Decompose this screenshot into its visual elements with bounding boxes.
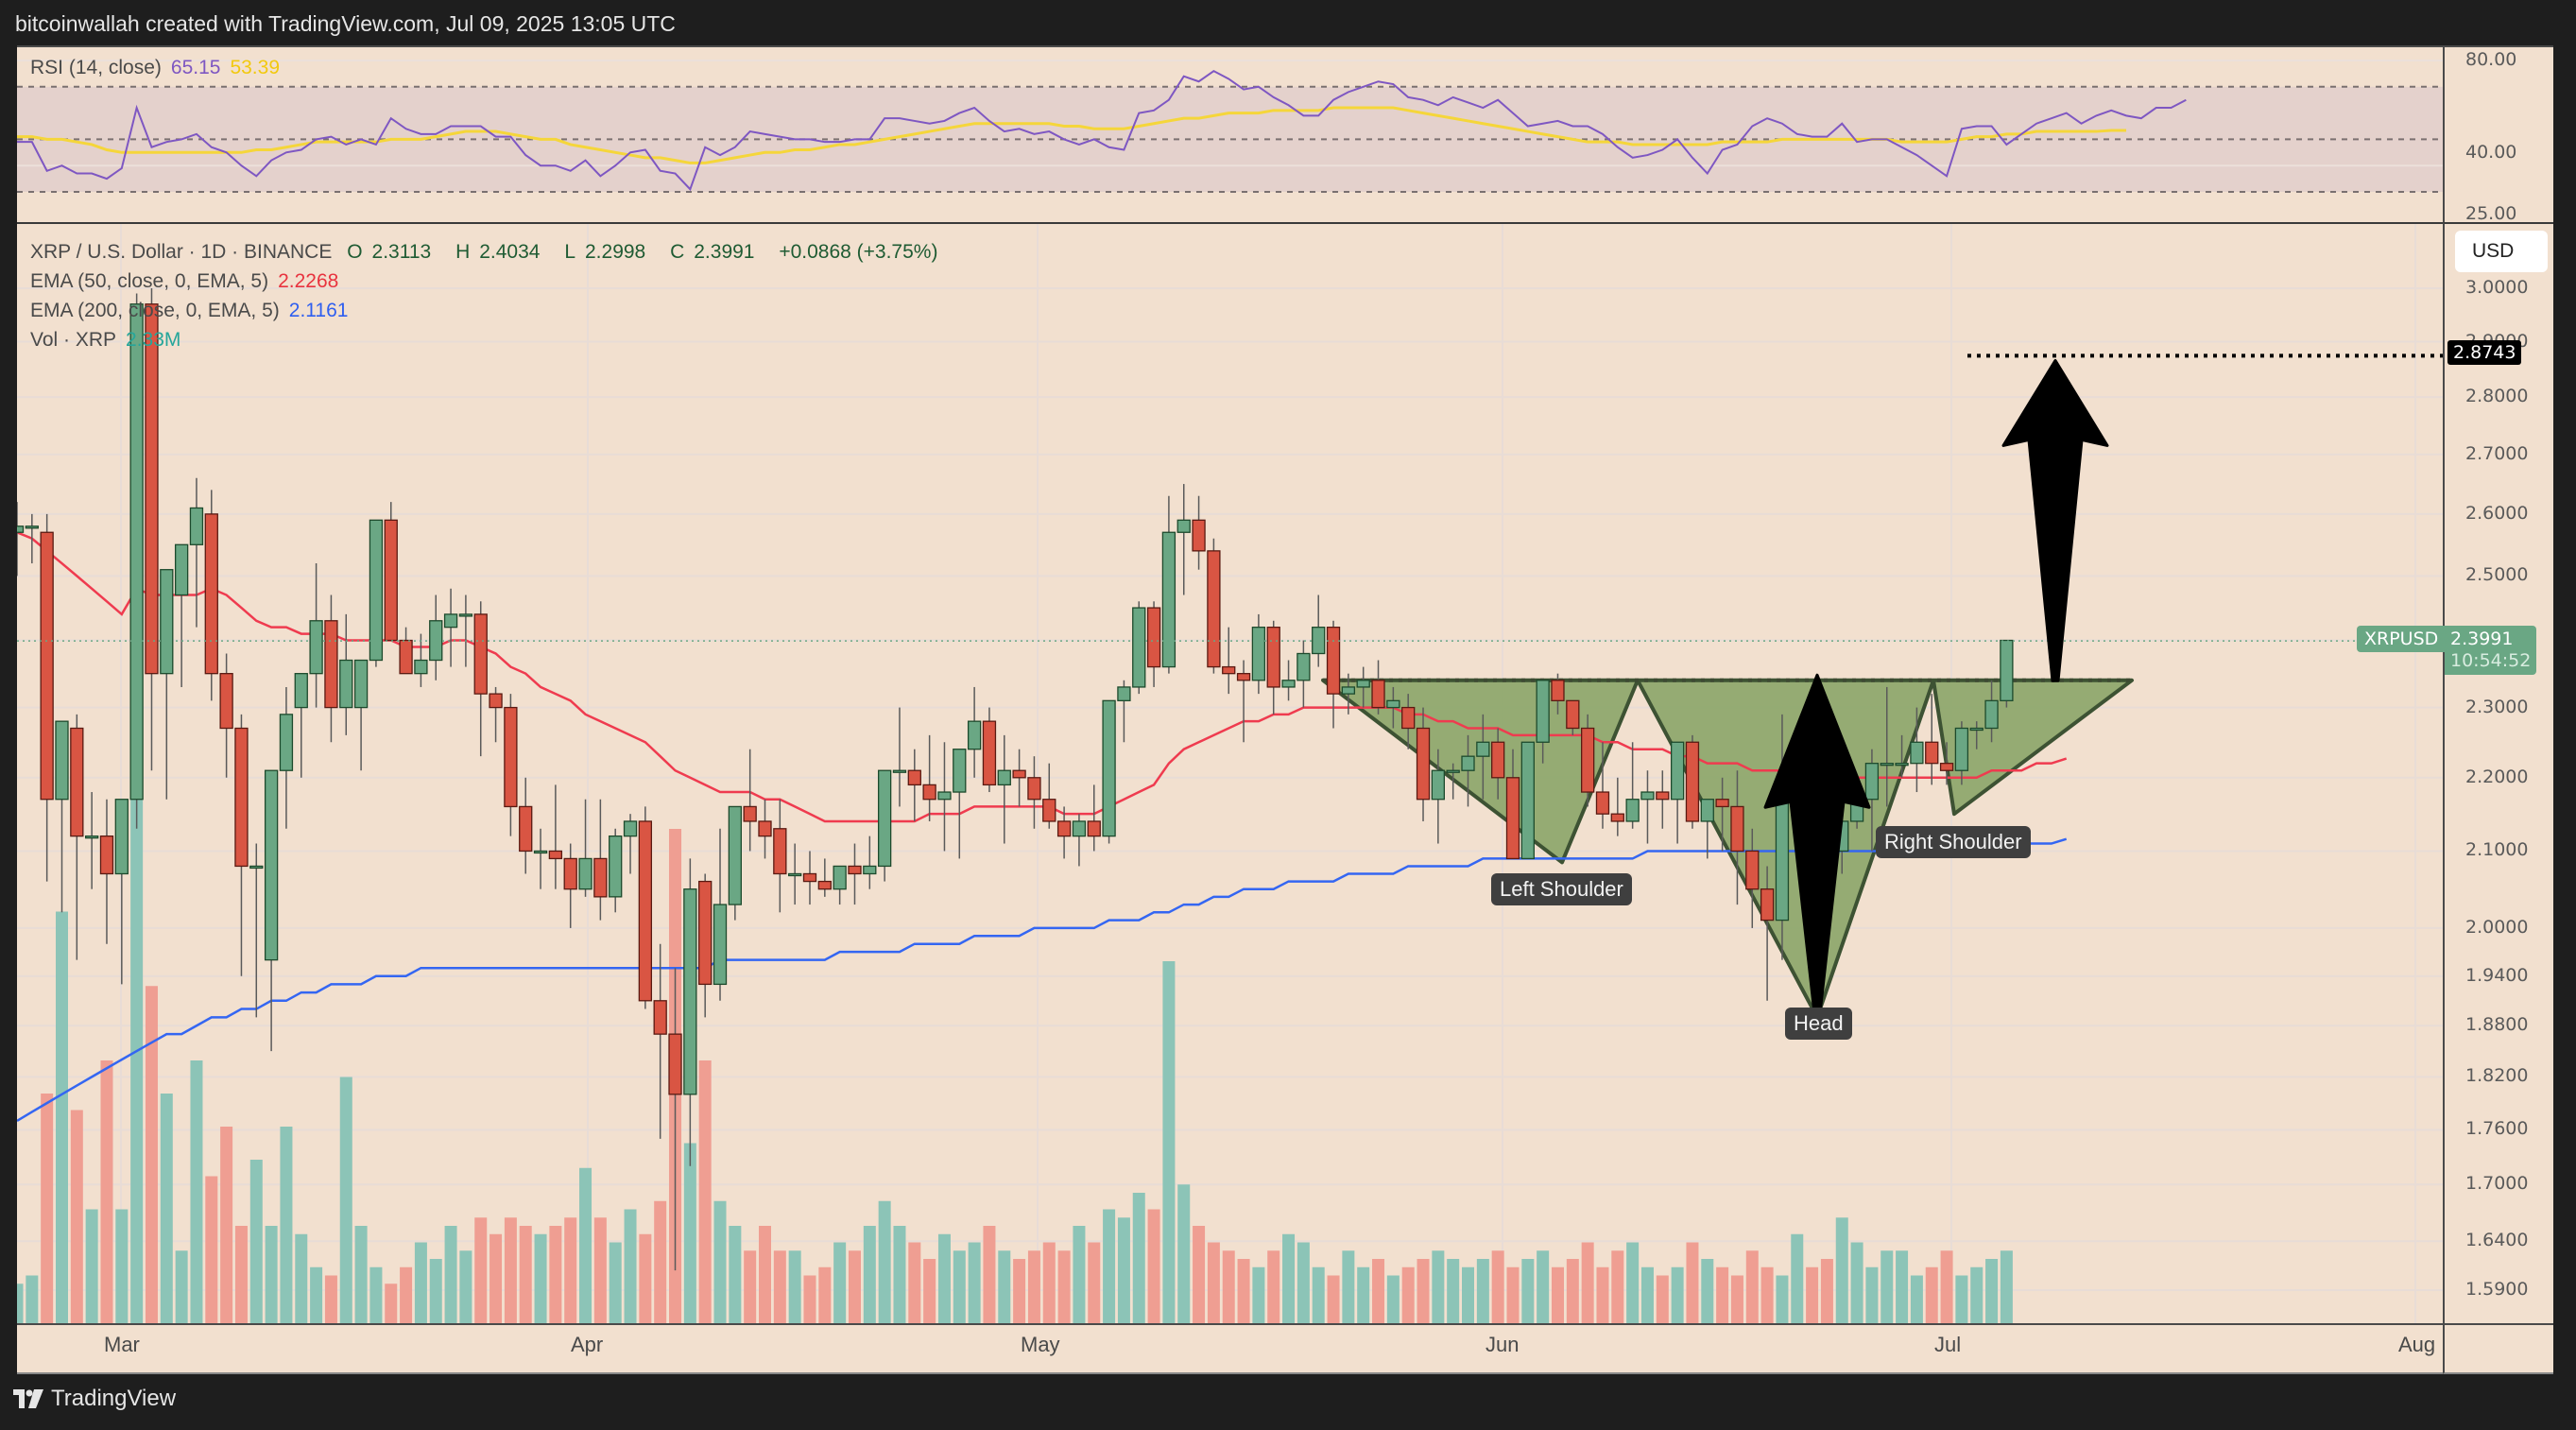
price-tick: 1.8200 (2465, 1065, 2529, 1087)
currency-button[interactable]: USD (2455, 231, 2548, 272)
time-tick-jul: Jul (1934, 1333, 1962, 1356)
rsi-tick-25: 25.00 (2465, 203, 2517, 224)
axis-corner (2443, 1323, 2553, 1374)
price-tick: 2.3000 (2465, 696, 2529, 717)
head-label[interactable]: Head (1785, 1008, 1852, 1040)
countdown-timer: 10:54:52 (2450, 650, 2532, 672)
price-tick: 1.7000 (2465, 1173, 2529, 1195)
symbol-row: XRP / U.S. Dollar · 1D · BINANCE O 2.3113… (30, 241, 938, 263)
time-tick-aug: Aug (2398, 1333, 2436, 1356)
chart-legend: XRP / U.S. Dollar · 1D · BINANCE O 2.3113… (30, 237, 947, 354)
price-tick: 1.7600 (2465, 1118, 2529, 1140)
price-tick: 1.5900 (2465, 1278, 2529, 1300)
rsi-tick-40: 40.00 (2465, 142, 2517, 163)
ema200-row: EMA (200, close, 0, EMA, 5) 2.1161 (30, 296, 947, 325)
rsi-legend: RSI (14, close) 65.15 53.39 (30, 57, 289, 79)
price-tick: 2.8000 (2465, 386, 2529, 407)
rsi-value: 65.15 (170, 57, 221, 78)
rsi-plot (17, 60, 2443, 193)
price-tick: 2.2000 (2465, 766, 2529, 787)
low-value: 2.2998 (585, 241, 646, 263)
time-tick-apr: Apr (571, 1333, 604, 1356)
rsi-tick-80: 80.00 (2465, 49, 2517, 70)
volume-value: 2.33M (126, 329, 181, 351)
rsi-pane[interactable]: RSI (14, close) 65.15 53.39 (17, 45, 2443, 224)
price-tick: 1.9400 (2465, 964, 2529, 986)
last-price-tag: 2.3991 10:54:52 (2445, 626, 2537, 676)
left-shoulder-label[interactable]: Left Shoulder (1491, 873, 1632, 905)
right-shoulder-label[interactable]: Right Shoulder (1876, 826, 2031, 858)
candlestick-plot (17, 224, 2443, 1325)
price-tick: 1.8800 (2465, 1014, 2529, 1036)
price-chart-pane[interactable]: XRP / U.S. Dollar · 1D · BINANCE O 2.3113… (17, 222, 2443, 1325)
volume-label: Vol · XRP (30, 329, 117, 351)
target-price-tag: 2.8743 (2447, 340, 2522, 366)
attribution-header: bitcoinwallah created with TradingView.c… (15, 11, 676, 36)
price-axis[interactable]: 3.00002.90002.80002.70002.60002.50002.30… (2443, 222, 2553, 1325)
ema200-label: EMA (200, close, 0, EMA, 5) (30, 300, 280, 321)
rsi-ma-value: 53.39 (230, 57, 281, 78)
time-axis[interactable] (17, 1323, 2443, 1374)
time-tick-may: May (1021, 1333, 1060, 1356)
price-tick: 3.0000 (2465, 276, 2529, 298)
open-value: 2.3113 (371, 241, 432, 263)
price-tick: 2.0000 (2465, 916, 2529, 938)
high-value: 2.4034 (479, 241, 541, 263)
tradingview-brand: TradingView (51, 1386, 177, 1411)
symbol-title: XRP / U.S. Dollar · 1D · BINANCE (30, 241, 333, 263)
tradingview-logo[interactable]: TradingView (13, 1386, 176, 1412)
time-tick-jun: Jun (1485, 1333, 1520, 1356)
price-tick: 2.7000 (2465, 442, 2529, 464)
symbol-tag: XRPUSD (2357, 626, 2447, 653)
price-tick: 2.1000 (2465, 839, 2529, 861)
rsi-axis[interactable]: 80.00 40.00 25.00 (2443, 45, 2553, 224)
price-tick: 2.6000 (2465, 502, 2529, 524)
volume-row: Vol · XRP 2.33M (30, 325, 947, 354)
change-value: +0.0868 (+3.75%) (779, 241, 938, 263)
price-tick: 2.5000 (2465, 564, 2529, 586)
ema200-value: 2.1161 (288, 300, 349, 321)
ema50-row: EMA (50, close, 0, EMA, 5) 2.2268 (30, 267, 947, 296)
ema50-label: EMA (50, close, 0, EMA, 5) (30, 270, 269, 292)
last-price: 2.3991 (2450, 629, 2514, 650)
time-tick-mar: Mar (104, 1333, 140, 1356)
price-tick: 1.6400 (2465, 1230, 2529, 1251)
close-value: 2.3991 (694, 241, 755, 263)
tradingview-logo-icon (13, 1389, 43, 1408)
rsi-label: RSI (14, close) (30, 57, 162, 78)
ema50-value: 2.2268 (278, 270, 339, 292)
